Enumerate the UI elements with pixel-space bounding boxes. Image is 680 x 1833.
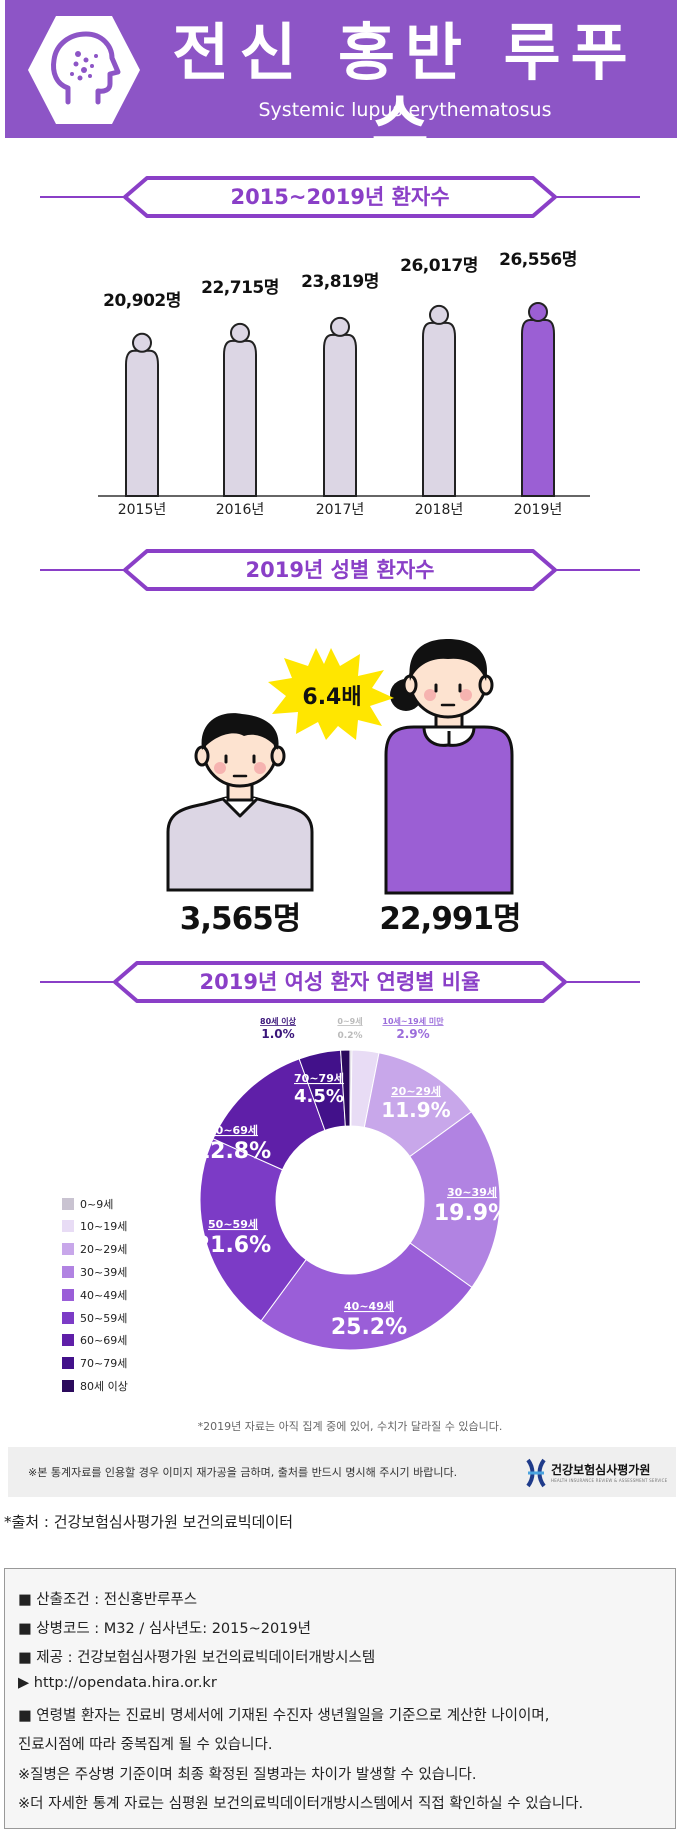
slice-percent-label: 21.6% <box>195 1233 271 1258</box>
section-title-gender: 2019년 성별 환자수 <box>246 558 435 582</box>
bar-2015년 <box>125 332 159 497</box>
bar-head <box>429 304 449 325</box>
copyright-bar <box>8 1447 676 1497</box>
value-label-2018: 26,017명 <box>400 256 478 276</box>
info-line-url[interactable]: ▶ http://opendata.hira.or.kr <box>18 1675 217 1691</box>
pie-slice-40~49세 <box>260 1242 473 1351</box>
slice-group-label: 70~79세 <box>294 1071 344 1085</box>
pie-slice-30~39세 <box>409 1111 501 1289</box>
pie-note: *2019년 자료는 아직 집계 중에 있어, 수치가 달라질 수 있습니다. <box>197 1420 503 1433</box>
info-line-age-note: ■ 연령별 환자는 진료비 명세서에 기재된 수진자 생년월일을 기준으로 계산… <box>18 1708 550 1724</box>
legend-item-40-49: 40~49세 <box>62 1288 127 1304</box>
bar-head <box>132 332 152 353</box>
legend-swatch <box>62 1312 74 1324</box>
value-label-2017: 23,819명 <box>301 272 379 292</box>
year-label-2019: 2019년 <box>513 502 563 518</box>
slice-group-label: 50~59세 <box>208 1217 258 1231</box>
slice-percent-label: 4.5% <box>294 1086 344 1107</box>
info-line-more-info: ※더 자세한 통계 자료는 심평원 보건의료빅데이터개방시스템에서 직접 확인하… <box>18 1796 584 1812</box>
legend-item-20-29: 20~29세 <box>62 1242 127 1258</box>
page-title: 전신 홍반 루푸스 <box>172 16 638 159</box>
legend-item-70-79: 70~79세 <box>62 1356 127 1372</box>
slice-group-label: 80세 이상 <box>260 1016 297 1026</box>
yearly-patients-chart <box>98 302 590 497</box>
bar-2017년 <box>323 316 357 497</box>
bar-body <box>323 333 357 497</box>
legend-swatch <box>62 1243 74 1255</box>
legend-swatch <box>62 1266 74 1278</box>
hira-logo-icon <box>526 1458 546 1488</box>
legend-item-10-19: 10~19세 <box>62 1219 127 1235</box>
ratio-label: 6.4배 <box>302 685 361 710</box>
slice-percent-label: 11.9% <box>381 1098 450 1122</box>
slice-percent-label: 0.2% <box>338 1031 363 1041</box>
slice-percent-label: 25.2% <box>331 1315 407 1340</box>
year-label-2015: 2015년 <box>117 502 167 518</box>
ratio-burst: 6.4배 <box>268 648 394 740</box>
info-line-code: ■ 상병코드 : M32 / 심사년도: 2015~2019년 <box>18 1621 311 1637</box>
slice-percent-label: 1.0% <box>261 1027 294 1041</box>
legend-item-30-39: 30~39세 <box>62 1265 127 1281</box>
slice-group-label: 20~29세 <box>391 1084 441 1098</box>
slice-percent-label: 19.9% <box>434 1201 510 1226</box>
section-banner-gender: 2019년 성별 환자수 <box>40 549 640 591</box>
pie-slice-50~59세 <box>199 1138 307 1322</box>
source-line: *출처 : 건강보험심사평가원 보건의료빅데이터 <box>4 1513 294 1531</box>
pie-slice-80세 이상 <box>340 1049 351 1127</box>
slice-group-label: 10세~19세 미만 <box>382 1016 444 1026</box>
female-figure <box>384 725 514 895</box>
info-box <box>4 1568 676 1829</box>
info-line-provider: ■ 제공 : 건강보험심사평가원 보건의료빅데이터개방시스템 <box>18 1650 376 1666</box>
legend-item-80-plus: 80세 이상 <box>62 1379 128 1395</box>
legend-item-60-69: 60~69세 <box>62 1333 127 1349</box>
slice-group-label: 40~49세 <box>344 1299 394 1313</box>
legend-swatch <box>62 1198 74 1210</box>
legend-swatch <box>62 1289 74 1301</box>
bar-head <box>230 322 250 343</box>
info-line-disease-note: ※질병은 주상병 기준이며 최종 확정된 질병과는 차이가 발생할 수 있습니다… <box>18 1767 477 1783</box>
male-count: 3,565명 <box>179 901 302 937</box>
org-english-name: HEALTH INSURANCE REVIEW & ASSESSMENT SER… <box>551 1478 668 1483</box>
section-title-yearly: 2015~2019년 환자수 <box>230 185 449 209</box>
section-title-age: 2019년 여성 환자 연령별 비율 <box>200 970 481 994</box>
section-banner-yearly: 2015~2019년 환자수 <box>40 176 640 218</box>
bar-head <box>528 302 548 322</box>
value-label-2016: 22,715명 <box>201 278 279 298</box>
slice-group-label: 30~39세 <box>447 1185 497 1199</box>
section-banner-age: 2019년 여성 환자 연령별 비율 <box>40 961 640 1003</box>
legend-swatch <box>62 1357 74 1369</box>
bar-2019년 <box>521 302 555 497</box>
bar-2016년 <box>223 322 257 497</box>
female-head <box>390 639 494 729</box>
legend-swatch <box>62 1220 74 1232</box>
org-name: 건강보험심사평가원 <box>551 1463 651 1477</box>
info-line-age-note-2: 진료시점에 따라 중복집계 될 수 있습니다. <box>18 1737 273 1753</box>
year-label-2016: 2016년 <box>215 502 265 518</box>
slice-percent-label: 12.8% <box>195 1139 271 1164</box>
legend-swatch <box>62 1380 74 1392</box>
legend-item-0-9: 0~9세 <box>62 1197 113 1213</box>
year-label-2017: 2017년 <box>315 502 365 518</box>
bar-body <box>422 321 456 497</box>
page-subtitle: Systemic lupus erythematosus <box>258 99 552 121</box>
slice-group-label: 60~69세 <box>208 1123 258 1137</box>
legend-swatch <box>62 1334 74 1346</box>
slice-percent-label: 2.9% <box>396 1027 429 1041</box>
year-label-2018: 2018년 <box>414 502 464 518</box>
bar-body <box>125 349 159 497</box>
copyright-note: ※본 통계자료를 인용할 경우 이미지 재가공을 금하며, 출처를 반드시 명시… <box>28 1466 458 1479</box>
legend-item-50-59: 50~59세 <box>62 1311 127 1327</box>
info-line-condition: ■ 산출조건 : 전신홍반루푸스 <box>18 1592 198 1608</box>
face-rash-icon <box>28 16 140 124</box>
bar-2018년 <box>422 304 456 497</box>
bar-body <box>223 339 257 497</box>
bar-body <box>521 319 555 497</box>
value-label-2019: 26,556명 <box>499 250 577 270</box>
slice-group-label: 0~9세 <box>337 1016 362 1026</box>
bar-head <box>330 316 350 337</box>
male-figure <box>166 713 314 892</box>
value-label-2015: 20,902명 <box>103 291 181 311</box>
female-count: 22,991명 <box>379 901 521 937</box>
